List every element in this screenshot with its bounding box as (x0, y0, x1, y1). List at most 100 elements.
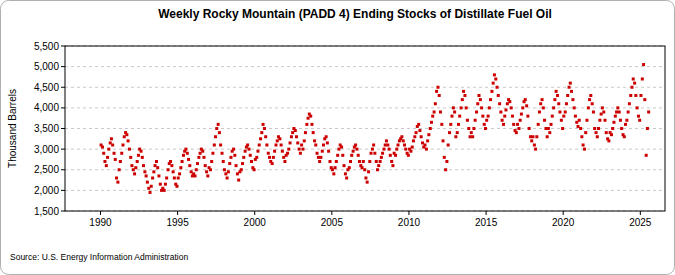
point (493, 73, 496, 76)
point (325, 135, 328, 138)
y-tick (61, 87, 65, 88)
point (337, 148, 340, 151)
point (553, 98, 556, 101)
point (273, 150, 276, 153)
point (114, 158, 117, 161)
point (528, 127, 531, 130)
point (627, 111, 630, 114)
point (420, 135, 423, 138)
y-tick (61, 46, 65, 47)
x-tick-label: 2025 (629, 217, 652, 228)
x-tick (100, 211, 101, 215)
point (411, 146, 414, 149)
point (133, 172, 136, 175)
point (343, 164, 346, 167)
point (390, 160, 393, 163)
point (489, 98, 492, 101)
point (318, 160, 321, 163)
point (205, 170, 208, 173)
plot-frame (65, 46, 665, 211)
point (276, 139, 279, 142)
point (287, 148, 290, 151)
point (463, 94, 466, 97)
y-tick-label: 2,500 (34, 164, 59, 175)
point (397, 144, 400, 147)
point (157, 174, 160, 177)
point (425, 148, 428, 151)
point (561, 127, 564, 130)
point (229, 156, 232, 159)
y-tick-label: 4,500 (34, 82, 59, 93)
point (629, 94, 632, 97)
point (574, 115, 577, 118)
point (370, 152, 373, 155)
point (620, 127, 623, 130)
grid-line (65, 149, 665, 150)
point (502, 123, 505, 126)
point (479, 98, 482, 101)
point (480, 106, 483, 109)
point (530, 139, 533, 142)
point (196, 162, 199, 165)
point (151, 177, 154, 180)
point (625, 119, 628, 122)
point (413, 135, 416, 138)
point (612, 121, 615, 124)
point (206, 174, 209, 177)
point (141, 156, 144, 159)
point (585, 119, 588, 122)
point (223, 168, 226, 171)
point (107, 148, 110, 151)
point (248, 148, 251, 151)
y-tick-label: 5,000 (34, 61, 59, 72)
point (426, 139, 429, 142)
point (210, 160, 213, 163)
point (331, 168, 334, 171)
point (389, 154, 392, 157)
point (638, 119, 641, 122)
point (366, 181, 369, 184)
point (429, 127, 432, 130)
point (605, 131, 608, 134)
point (630, 86, 633, 89)
point (296, 141, 299, 144)
point (445, 160, 448, 163)
points (100, 63, 651, 194)
point (120, 152, 123, 155)
y-tick (61, 169, 65, 170)
grid-line (65, 128, 665, 129)
point (327, 150, 330, 153)
point (281, 150, 284, 153)
point (175, 185, 178, 188)
point (475, 111, 478, 114)
point (565, 102, 568, 105)
y-tick (61, 190, 65, 191)
point (434, 102, 437, 105)
point (592, 111, 595, 114)
point (391, 164, 394, 167)
point (309, 115, 312, 118)
point (443, 156, 446, 159)
point (295, 135, 298, 138)
x-tick-label: 2020 (552, 217, 575, 228)
point (167, 168, 170, 171)
point (348, 166, 351, 169)
point (165, 177, 168, 180)
point (250, 160, 253, 163)
point (481, 115, 484, 118)
point (607, 139, 610, 142)
x-tick (254, 211, 255, 215)
point (508, 100, 511, 103)
point (349, 160, 352, 163)
point (334, 166, 337, 169)
point (633, 82, 636, 85)
point (115, 177, 118, 180)
point (265, 144, 268, 147)
x-tick (408, 211, 409, 215)
point (219, 144, 222, 147)
y-tick-label: 2,000 (34, 185, 59, 196)
point (588, 98, 591, 101)
point (430, 121, 433, 124)
point (321, 150, 324, 153)
point (275, 144, 278, 147)
